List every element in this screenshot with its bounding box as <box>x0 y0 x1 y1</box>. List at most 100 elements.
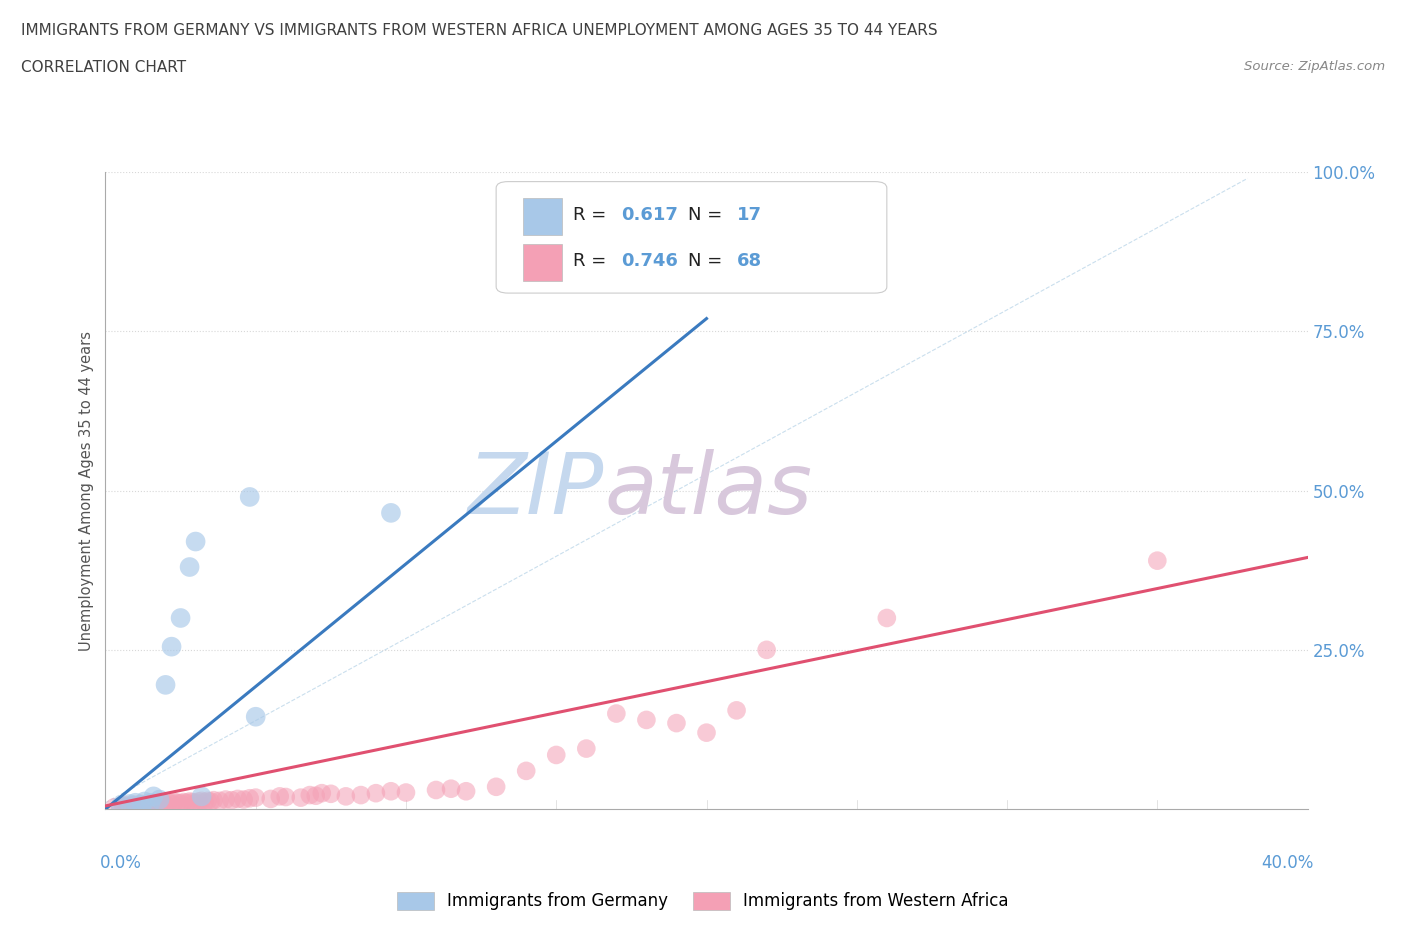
Point <box>190 793 212 808</box>
Bar <box>523 245 562 281</box>
Point <box>515 764 537 778</box>
Point <box>131 797 153 812</box>
Point <box>546 748 568 763</box>
Point <box>169 796 191 811</box>
Text: 0.617: 0.617 <box>621 206 678 224</box>
Point <box>425 782 447 797</box>
Point <box>696 725 718 740</box>
Point <box>454 784 477 799</box>
Text: Source: ZipAtlas.com: Source: ZipAtlas.com <box>1244 60 1385 73</box>
Point <box>131 797 153 812</box>
Text: N =: N = <box>689 252 728 271</box>
Y-axis label: Unemployment Among Ages 35 to 44 years: Unemployment Among Ages 35 to 44 years <box>79 330 94 651</box>
Point <box>350 788 373 803</box>
Text: 68: 68 <box>737 252 762 271</box>
Point <box>169 611 191 626</box>
Point <box>245 790 267 805</box>
Point <box>179 560 201 575</box>
Point <box>103 800 125 815</box>
Point <box>118 797 141 812</box>
Point <box>179 794 201 809</box>
Text: 40.0%: 40.0% <box>1261 854 1313 871</box>
Point <box>124 797 146 812</box>
Point <box>139 795 162 810</box>
Point <box>636 712 658 727</box>
Point <box>136 797 159 812</box>
Point <box>110 799 132 814</box>
Point <box>148 797 170 812</box>
Point <box>173 794 195 809</box>
Point <box>181 794 204 809</box>
FancyBboxPatch shape <box>496 181 887 293</box>
Text: R =: R = <box>574 206 612 224</box>
Point <box>124 795 146 810</box>
Legend: Immigrants from Germany, Immigrants from Western Africa: Immigrants from Germany, Immigrants from… <box>391 885 1015 917</box>
Point <box>575 741 598 756</box>
Point <box>208 793 231 808</box>
Point <box>274 790 297 804</box>
Point <box>145 796 167 811</box>
Point <box>364 786 387 801</box>
Point <box>110 799 132 814</box>
Point <box>134 794 156 809</box>
Point <box>197 793 219 808</box>
Point <box>121 798 143 813</box>
Point <box>269 789 291 804</box>
Point <box>163 794 186 809</box>
Point <box>115 798 138 813</box>
Point <box>221 792 243 807</box>
Point <box>184 534 207 549</box>
Text: N =: N = <box>689 206 728 224</box>
Point <box>226 791 249 806</box>
Point <box>166 795 188 810</box>
Point <box>214 792 236 807</box>
Point <box>395 785 418 800</box>
Point <box>139 797 162 812</box>
Text: R =: R = <box>574 252 612 271</box>
Point <box>160 796 183 811</box>
Point <box>755 643 778 658</box>
Point <box>725 703 748 718</box>
Point <box>202 792 225 807</box>
Point <box>485 779 508 794</box>
Point <box>380 505 402 520</box>
Point <box>194 794 217 809</box>
Point <box>190 789 212 804</box>
Point <box>260 791 283 806</box>
Point <box>142 789 165 804</box>
Text: 0.746: 0.746 <box>621 252 678 271</box>
Point <box>152 795 174 810</box>
Point <box>1146 553 1168 568</box>
Point <box>605 706 627 721</box>
Point <box>157 795 180 810</box>
Point <box>112 799 135 814</box>
Point <box>232 792 254 807</box>
Point <box>184 795 207 810</box>
Point <box>155 677 177 692</box>
Point <box>142 798 165 813</box>
Point <box>298 788 321 803</box>
Point <box>440 781 463 796</box>
Text: ZIP: ZIP <box>468 449 605 532</box>
Text: 0.0%: 0.0% <box>100 854 142 871</box>
Point <box>160 639 183 654</box>
Text: CORRELATION CHART: CORRELATION CHART <box>21 60 186 75</box>
Text: IMMIGRANTS FROM GERMANY VS IMMIGRANTS FROM WESTERN AFRICA UNEMPLOYMENT AMONG AGE: IMMIGRANTS FROM GERMANY VS IMMIGRANTS FR… <box>21 23 938 38</box>
Point <box>155 797 177 812</box>
Point <box>290 790 312 805</box>
Point <box>239 489 262 504</box>
Point <box>187 794 209 809</box>
Bar <box>523 198 562 234</box>
Point <box>245 710 267 724</box>
Point <box>148 792 170 807</box>
Point <box>311 786 333 801</box>
Text: 17: 17 <box>737 206 762 224</box>
Point <box>876 611 898 626</box>
Point <box>176 795 198 810</box>
Text: atlas: atlas <box>605 449 813 532</box>
Point <box>128 799 150 814</box>
Point <box>134 798 156 813</box>
Point <box>239 790 262 805</box>
Point <box>118 799 141 814</box>
Point <box>200 794 222 809</box>
